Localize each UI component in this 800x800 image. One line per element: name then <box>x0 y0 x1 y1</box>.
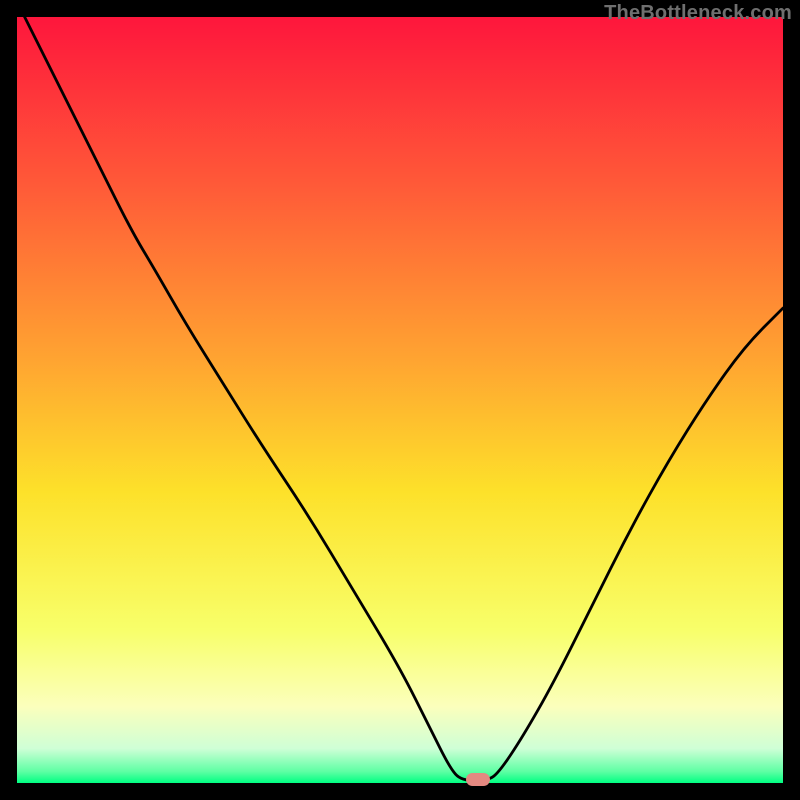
bottleneck-curve-chart <box>0 0 800 800</box>
chart-container: TheBottleneck.com <box>0 0 800 800</box>
watermark-text: TheBottleneck.com <box>604 2 792 25</box>
minimum-marker <box>466 773 490 786</box>
